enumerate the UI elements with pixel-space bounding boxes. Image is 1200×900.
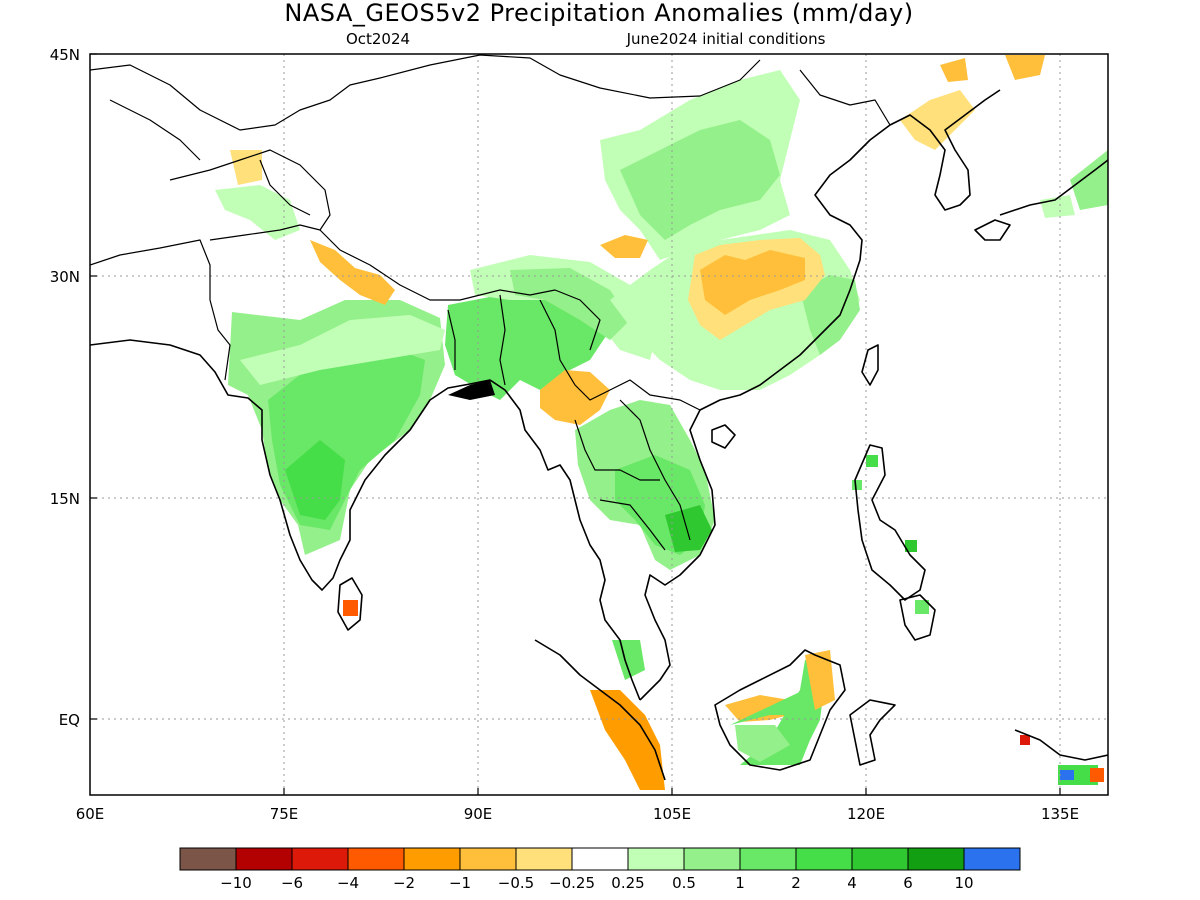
bengal-wet-anomaly [445,285,610,400]
colorbar-swatch [627,847,685,871]
colorbar-label: 0.5 [672,874,696,892]
india-peak-anomaly [285,440,345,520]
lat-tick-label: 45N [50,46,80,64]
mindanao-wet-spot [915,600,929,614]
lat-tick-label: 15N [50,490,80,508]
ne-asia-dry-spot [1005,55,1045,80]
new-guinea-dry [1090,768,1104,782]
colorbar-label: 6 [903,874,913,892]
colorbar-swatch [403,847,461,871]
colorbar-label: −6 [281,874,303,892]
lat-tick-label: 30N [50,268,80,286]
philippines-wet-spot-3 [905,540,917,552]
colorbar-swatch [795,847,853,871]
sri-lanka-dry-anomaly [343,600,358,616]
colorbar-label: −2 [393,874,415,892]
colorbar-label: 2 [791,874,801,892]
borneo-light-wet [735,725,790,762]
south-china-edge-anomaly [800,275,860,355]
colorbar-label: 4 [847,874,857,892]
sumatra-dry-anomaly [590,690,665,790]
south-china-dry-core [700,250,805,315]
sumatra-wet-strip [612,640,645,680]
colorbar-label: −0.25 [549,874,595,892]
tibet-dry-spot [600,235,648,258]
lon-tick-label: 90E [464,805,493,823]
colorbar-swatch [235,847,293,871]
colorbar-label: −10 [220,874,252,892]
borneo-wet-anomaly [730,660,825,765]
japan-wet-anomaly [1070,150,1108,210]
lat-tick-label: EQ [59,711,80,729]
lon-tick-label: 60E [76,805,105,823]
colorbar-swatch [459,847,517,871]
colorbar-swatch [515,847,573,871]
map-area [90,54,1108,795]
korea-dry-anomaly [900,90,975,150]
lon-tick-label: 120E [847,805,885,823]
colorbar-swatch [851,847,909,871]
new-guinea-very-wet [1060,770,1074,780]
colorbar-swatch [963,847,1021,871]
lon-tick-label: 135E [1041,805,1079,823]
gridlines [90,54,1108,795]
longitude-labels: 60E 75E 90E 105E 120E 135E [76,805,1079,823]
colorbar-label: −4 [337,874,359,892]
colorbar-label: 10 [954,874,973,892]
colorbar-label: −0.5 [498,874,534,892]
colorbar: −10 −6 −4 −2 −1 −0.5 −0.25 0.25 0.5 1 2 4 6 10 [179,847,1021,892]
ganges-delta-mark [448,380,495,400]
map-frame [89,53,1109,796]
philippines-wet-spot-2 [852,480,862,490]
borneo-east-dry [805,650,835,710]
colorbar-swatch [179,847,237,871]
lon-tick-label: 105E [653,805,691,823]
lon-tick-label: 75E [270,805,299,823]
central-asia-wet [215,185,300,240]
initial-conditions-label: June2024 initial conditions [626,30,826,48]
philippines-wet-spot [866,455,878,467]
north-china-core-anomaly [620,120,780,240]
colorbar-swatch [739,847,797,871]
anomaly-fields [215,55,1108,790]
latitude-labels: 45N 30N 15N EQ [50,46,80,729]
colorbar-swatch [571,847,629,871]
myanmar-dry-anomaly [540,370,610,425]
map-title: NASA_GEOS5v2 Precipitation Anomalies (mm… [284,0,913,27]
manchuria-dry-spot [940,58,968,82]
tibet-edge-anomaly [510,268,630,340]
himalaya-dry-anomaly [310,240,395,305]
colorbar-label: 0.25 [611,874,644,892]
colorbar-label: −1 [449,874,471,892]
cambodia-peak-anomaly [665,505,712,552]
colorbar-label: 1 [735,874,745,892]
tajik-dry-spot [230,150,262,185]
halmahera-dry [1020,735,1030,745]
country-borders [90,54,891,551]
ganges-wet-anomaly [240,315,445,385]
colorbar-swatch [291,847,349,871]
frame-ticks [90,53,1061,795]
coastlines [90,89,1108,781]
colorbar-swatch [907,847,965,871]
forecast-month: Oct2024 [346,30,410,48]
colorbar-swatch [683,847,741,871]
colorbar-swatch [347,847,405,871]
